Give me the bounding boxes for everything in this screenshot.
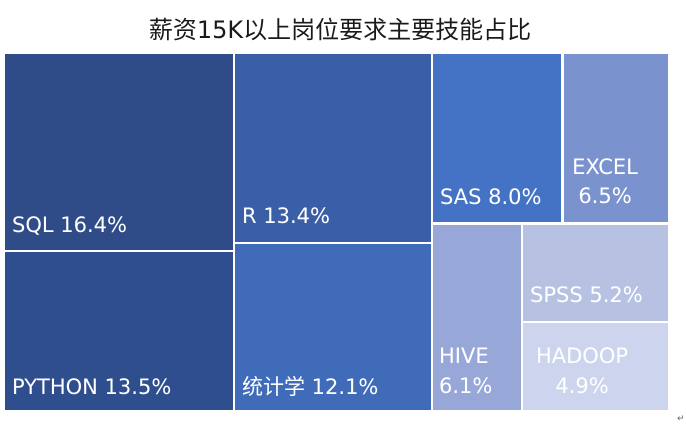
treemap-label-item3: 统计学 12.1% <box>242 375 378 399</box>
treemap-label-spss: SPSS 5.2% <box>530 283 643 307</box>
treemap-label-line: HIVE <box>439 344 489 368</box>
treemap-label-line: 统计学 12.1% <box>242 375 378 399</box>
treemap-label-line: R 13.4% <box>242 204 330 228</box>
treemap-tile-item3 <box>235 244 431 410</box>
treemap-label-line: SQL 16.4% <box>12 213 127 237</box>
treemap-tile-spss <box>523 225 668 321</box>
treemap-label-line: EXCEL <box>572 155 638 179</box>
treemap-label-hive: HIVE 6.1% <box>439 344 492 398</box>
treemap-tile-sas <box>433 54 561 222</box>
treemap-tile-excel <box>564 54 668 222</box>
treemap-tile-hadoop <box>523 323 668 410</box>
chart-title: 薪资15K以上岗位要求主要技能占比 <box>148 16 532 44</box>
treemap-label-sas: SAS 8.0% <box>440 185 541 209</box>
treemap-label-r: R 13.4% <box>242 204 330 228</box>
treemap-tile-sql <box>5 54 233 250</box>
treemap-label-line: SAS 8.0% <box>440 185 541 209</box>
treemap-label-hadoop: HADOOP 4.9% <box>536 344 628 398</box>
treemap-label-line: HADOOP <box>536 344 628 368</box>
treemap-label-excel: EXCEL 6.5% <box>572 155 638 208</box>
treemap-tile-python <box>5 252 233 410</box>
treemap-label-line: 6.1% <box>439 374 492 398</box>
treemap-label-line: 6.5% <box>578 184 631 208</box>
treemap-label-sql: SQL 16.4% <box>12 213 127 237</box>
corner-mark: ↵ <box>677 414 685 424</box>
treemap-tile-hive <box>433 225 521 410</box>
treemap-tile-r <box>235 54 431 242</box>
treemap-label-python: PYTHON 13.5% <box>12 375 171 399</box>
treemap-label-line: 4.9% <box>555 374 608 398</box>
treemap-label-line: PYTHON 13.5% <box>12 375 171 399</box>
treemap-label-line: SPSS 5.2% <box>530 283 643 307</box>
